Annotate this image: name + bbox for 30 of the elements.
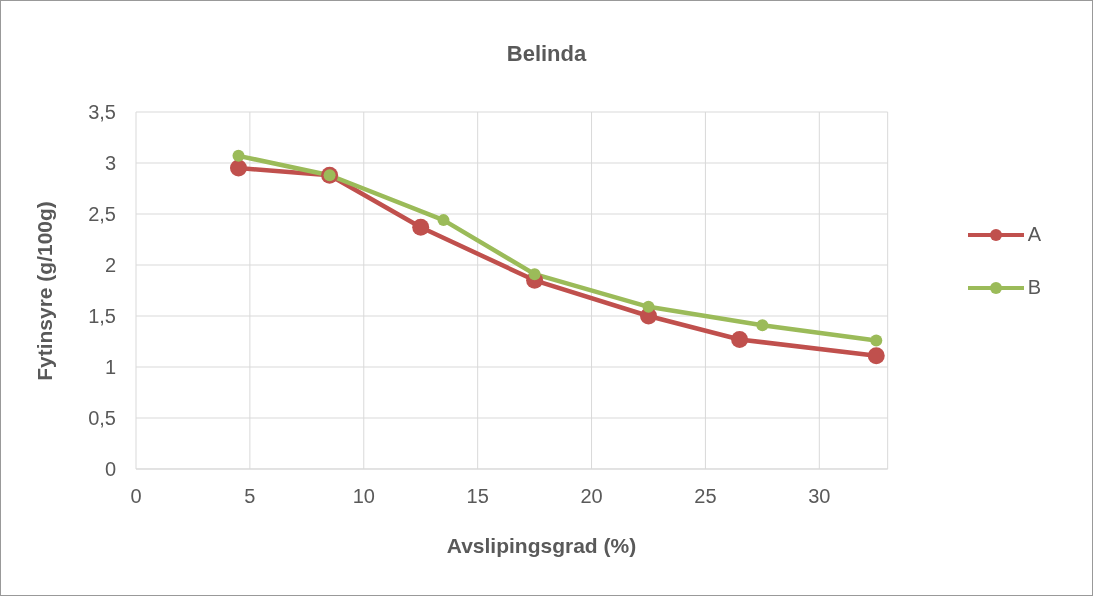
x-tick-label: 30 bbox=[808, 485, 831, 508]
point bbox=[731, 330, 749, 348]
point bbox=[230, 159, 247, 177]
y-tick-label: 3 bbox=[104, 152, 116, 175]
y-tick-label: 2,5 bbox=[88, 203, 116, 226]
y-tick-label: 1,5 bbox=[88, 305, 116, 328]
point bbox=[756, 319, 769, 332]
point bbox=[642, 300, 655, 313]
x-tick-label: 25 bbox=[694, 485, 717, 508]
x-tick-label: 5 bbox=[244, 485, 256, 508]
point bbox=[232, 149, 245, 162]
y-tick-label: 0,5 bbox=[88, 407, 116, 430]
y-tick-label: 0 bbox=[104, 458, 116, 481]
x-axis-title: Avslipingsgrad (%) bbox=[445, 534, 638, 558]
point bbox=[412, 218, 430, 236]
y-tick-label: 2 bbox=[104, 254, 116, 277]
x-tick-label: 15 bbox=[466, 485, 489, 508]
point bbox=[528, 268, 541, 281]
legend-label: B bbox=[1027, 276, 1041, 299]
chart-title: Belinda bbox=[505, 41, 588, 67]
x-tick-label: 20 bbox=[580, 485, 603, 508]
y-tick-label: 1 bbox=[104, 356, 116, 379]
point bbox=[437, 214, 450, 227]
x-tick-label: 10 bbox=[352, 485, 375, 508]
y-axis-title: Fytinsyre (g/100g) bbox=[33, 201, 57, 381]
legend-label: A bbox=[1027, 223, 1041, 246]
x-tick-label: 0 bbox=[130, 485, 142, 508]
y-tick-label: 3,5 bbox=[88, 101, 116, 124]
point bbox=[867, 347, 885, 365]
point bbox=[870, 334, 883, 347]
